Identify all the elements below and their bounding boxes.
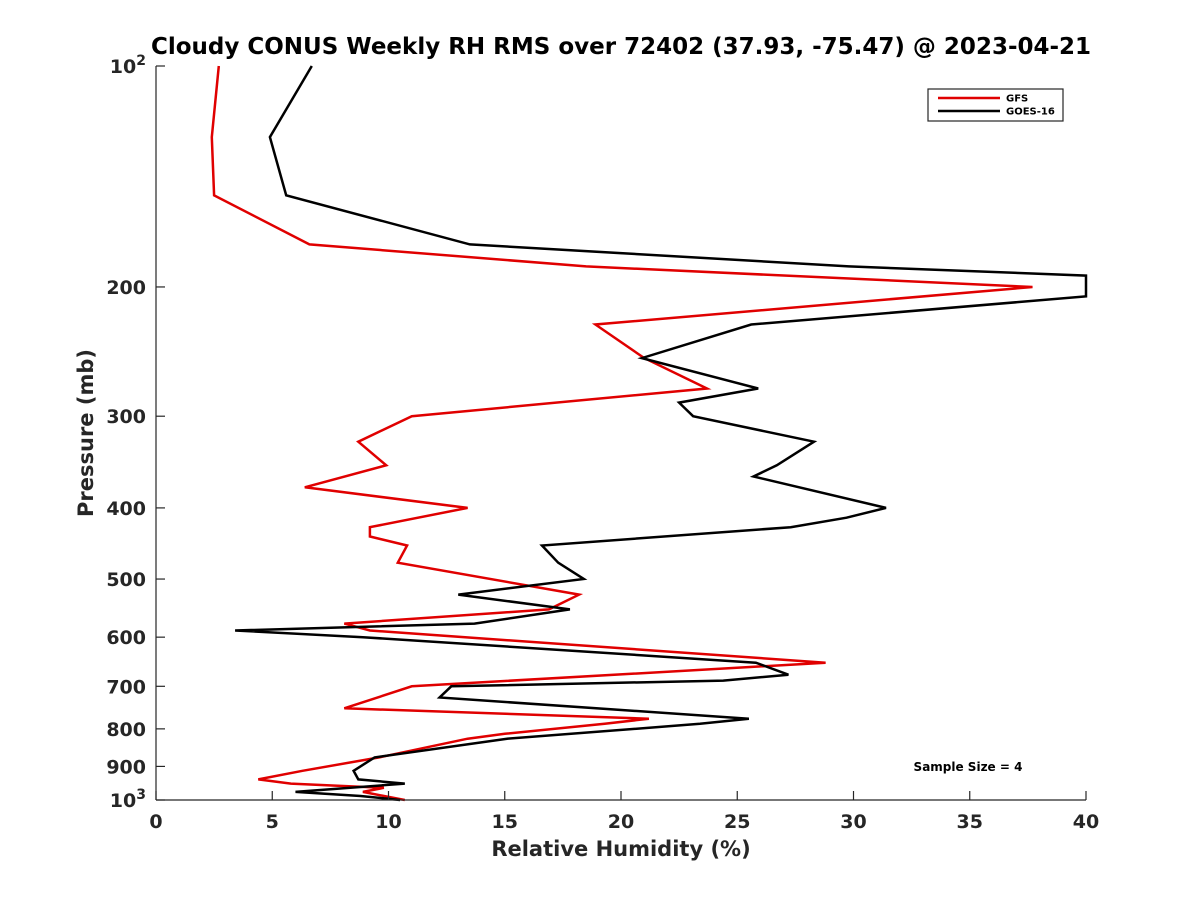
- y-tick-label: 500: [106, 569, 146, 591]
- y-tick-label: 200: [106, 277, 146, 299]
- legend: GFS GOES-16: [927, 88, 1064, 122]
- x-tick-label: 15: [492, 811, 518, 833]
- x-tick-label: 10: [375, 811, 401, 833]
- x-tick-label: 20: [608, 811, 634, 833]
- x-axis-ticks: 0 5 10 15 20 25 30 35 40: [149, 791, 1099, 833]
- y-tick-label: 800: [106, 719, 146, 741]
- series-line-goes-16: [235, 65, 1088, 802]
- chart-title: Cloudy CONUS Weekly RH RMS over 72402 (3…: [151, 34, 1091, 60]
- x-tick-label: 40: [1073, 811, 1099, 833]
- x-axis-label: Relative Humidity (%): [491, 837, 750, 861]
- legend-label-gfs: GFS: [1006, 94, 1028, 105]
- series-layer: [210, 65, 1088, 802]
- y-tick-label: 600: [106, 627, 146, 649]
- y-axis-label: Pressure (mb): [74, 349, 98, 517]
- y-tick-label: 102: [110, 53, 146, 78]
- x-tick-label: 5: [266, 811, 279, 833]
- y-axis-ticks: 102 200 300 400 500 600 700 800 900 103: [106, 53, 165, 812]
- x-tick-label: 25: [724, 811, 750, 833]
- y-tick-label: 300: [106, 406, 146, 428]
- y-tick-label: 103: [110, 787, 146, 812]
- series-line-gfs: [210, 65, 1033, 802]
- y-tick-label: 400: [106, 498, 146, 520]
- x-tick-label: 35: [957, 811, 983, 833]
- legend-label-goes-16: GOES-16: [1006, 107, 1055, 118]
- sample-size-annotation: Sample Size = 4: [914, 760, 1023, 774]
- x-tick-label: 0: [149, 811, 162, 833]
- y-tick-label: 700: [106, 676, 146, 698]
- legend-box: [927, 88, 1064, 122]
- y-tick-label: 900: [106, 756, 146, 778]
- plot-area: [156, 66, 1086, 800]
- x-tick-label: 30: [840, 811, 866, 833]
